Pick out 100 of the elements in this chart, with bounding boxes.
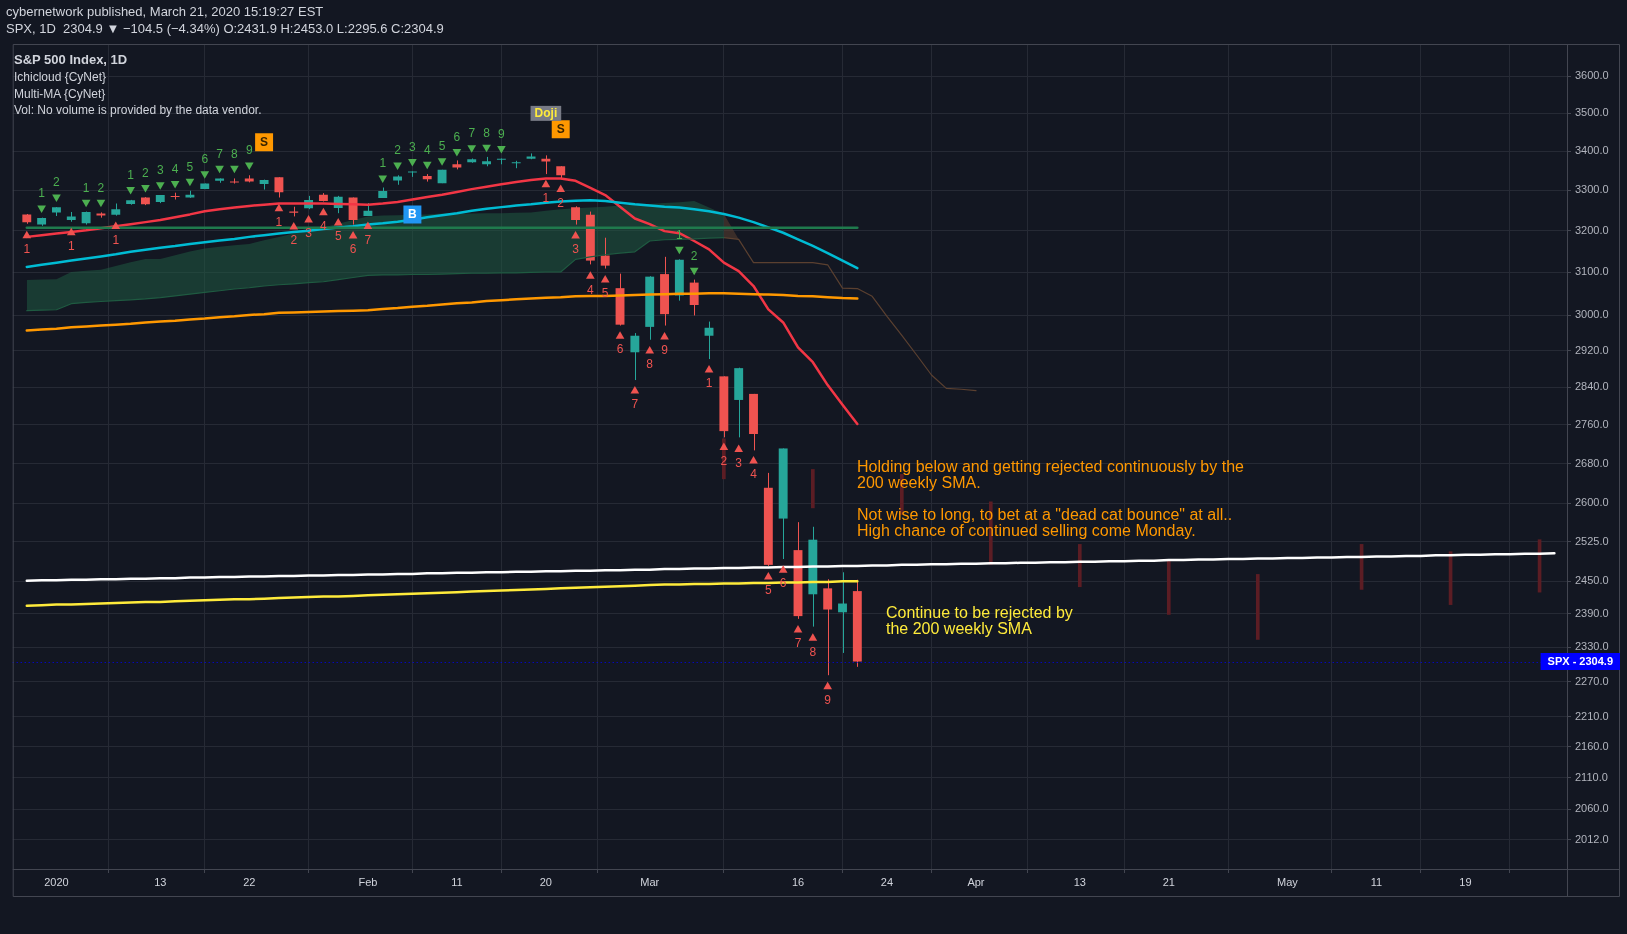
y-tick-label: 3600.0 [1575, 69, 1609, 82]
point [541, 179, 551, 188]
point [630, 386, 640, 394]
annotation: Doji [534, 106, 558, 121]
y-tick-label: 2012.0 [1575, 833, 1609, 845]
annotation: 7 [468, 125, 476, 140]
point [244, 162, 254, 171]
annotation: 3 [156, 163, 164, 178]
candlestick [541, 154, 551, 175]
point [319, 207, 328, 216]
y-tick-label: 2840.0 [1575, 380, 1609, 393]
annotation: S [556, 122, 565, 137]
point [734, 444, 744, 452]
candlestick [630, 332, 640, 381]
annotation: 2 [690, 248, 698, 263]
annotation: 8 [809, 644, 817, 659]
point [675, 246, 684, 255]
point [719, 442, 729, 450]
point [66, 227, 76, 236]
annotation: 7 [631, 397, 639, 412]
y-tick-label: 3300.0 [1575, 183, 1609, 196]
annotation: 6 [453, 129, 461, 144]
annotation: B [408, 207, 418, 222]
annotation: 8 [231, 146, 239, 161]
candlestick [274, 176, 284, 198]
annotation: 1 [82, 180, 90, 195]
point [126, 187, 135, 195]
annotation: 9 [245, 143, 253, 158]
x-tick-label: 13 [154, 875, 167, 888]
annotation: 4 [587, 282, 595, 297]
point [81, 199, 91, 208]
annotation: 7 [364, 232, 372, 247]
annotation: 4 [750, 467, 758, 482]
annotation: 1 [38, 186, 46, 201]
y-tick-label: 2210.0 [1575, 709, 1609, 722]
annotation: 2 [394, 143, 402, 158]
x-tick-label: 24 [880, 875, 894, 888]
point [600, 275, 610, 283]
annotation: 3 [735, 455, 743, 470]
point [304, 215, 313, 223]
point [393, 162, 402, 171]
candlestick [823, 578, 833, 676]
x-tick-label: 19 [1459, 875, 1472, 888]
y-tick-label: 2450.0 [1575, 574, 1609, 587]
y-tick-label: 2525.0 [1575, 534, 1609, 547]
annotation: 9 [824, 693, 832, 708]
point [615, 331, 625, 339]
annotation: 6 [616, 342, 624, 357]
y-tick-label: 2270.0 [1575, 674, 1609, 687]
annotation: 7 [794, 636, 802, 651]
point [452, 149, 462, 157]
candlestick [838, 571, 847, 654]
text: cybernetwork published, March 21, 2020 15:19:27 EST [6, 4, 324, 20]
annotation: 6 [779, 576, 787, 591]
bar [811, 469, 815, 509]
annotation: 1 [112, 232, 120, 247]
annotation: 5 [334, 229, 342, 244]
point [348, 231, 358, 239]
point [556, 184, 566, 193]
point [749, 456, 758, 464]
annotation: 2 [97, 180, 105, 195]
bar [1077, 544, 1082, 588]
y-tick-label: 3500.0 [1575, 106, 1609, 119]
point [215, 165, 224, 174]
point [378, 175, 388, 184]
point [289, 222, 299, 230]
point [363, 221, 373, 230]
point [482, 144, 491, 153]
point [422, 161, 432, 170]
point [170, 181, 180, 189]
annotation: 7 [216, 146, 224, 161]
x-tick-label: 16 [791, 875, 805, 888]
x-tick-label: 21 [1162, 875, 1175, 888]
point [141, 185, 150, 193]
annotation: 1 [705, 376, 713, 391]
annotation: S [260, 135, 269, 150]
annotation: 2 [290, 233, 298, 248]
point [111, 221, 121, 230]
annotation: 2 [53, 175, 61, 190]
y-tick-label: 3000.0 [1575, 308, 1609, 321]
x-tick-label: 2020 [44, 875, 69, 888]
y-tick-label: 2600.0 [1575, 496, 1609, 509]
annotation: 4 [423, 142, 431, 157]
annotation: 6 [201, 152, 209, 167]
text: S&P 500 Index, 1D [14, 52, 128, 68]
y-tick-label: 2390.0 [1575, 606, 1609, 619]
y-tick-label: 2920.0 [1575, 343, 1609, 356]
point [497, 145, 506, 154]
x-tick-label: 20 [539, 875, 552, 888]
point [22, 230, 32, 239]
annotation: 1 [67, 239, 75, 254]
point [408, 159, 417, 167]
annotation: 8 [646, 357, 654, 372]
point [778, 565, 788, 573]
annotation: 9 [661, 343, 669, 358]
annotation: Vol: No volume is provided by the data vendor. [14, 103, 262, 118]
x-tick-label: Feb [358, 875, 378, 888]
point [437, 158, 447, 166]
point [660, 332, 669, 340]
annotation: Multi-MA {CyNet} [14, 86, 106, 102]
